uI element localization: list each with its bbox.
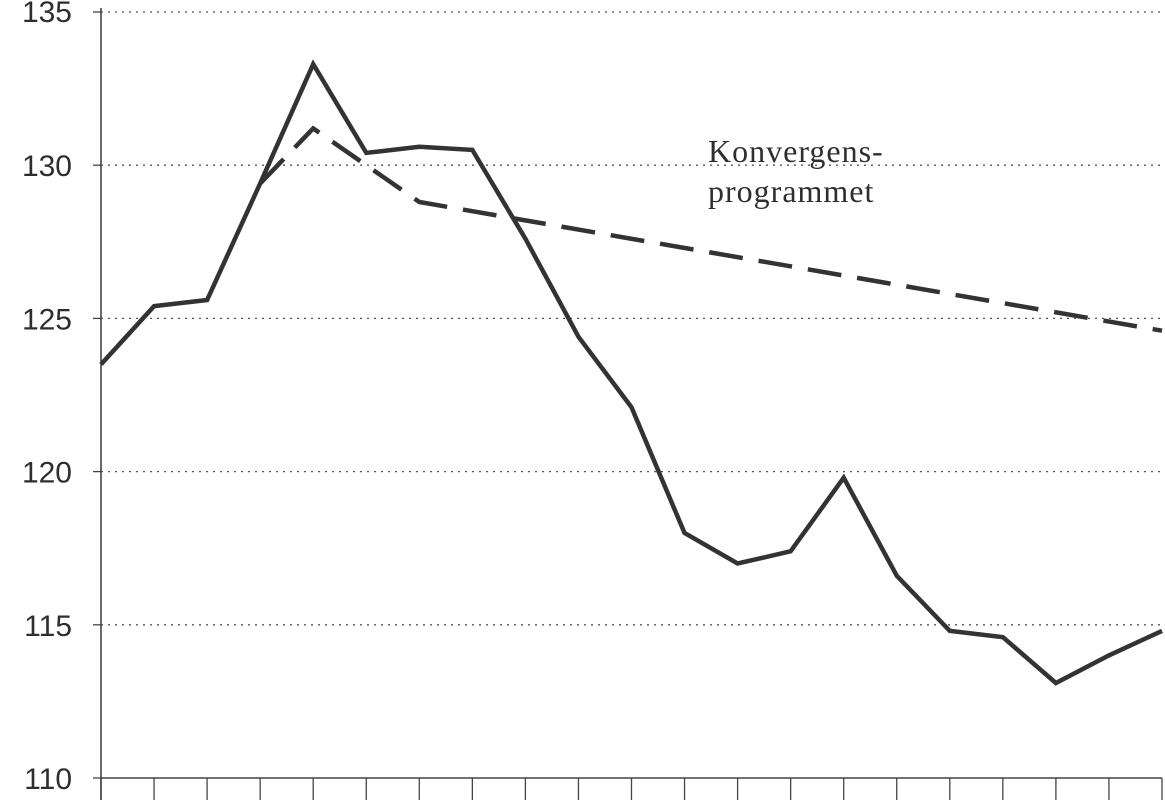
gridlines — [101, 11, 1162, 626]
y-tick-label-110: 110 — [24, 763, 72, 796]
y-tick-label-135: 135 — [22, 0, 72, 29]
annotation-line-2: programmet — [708, 173, 874, 209]
series-lines — [99, 59, 1163, 686]
series-dashed-line — [258, 125, 1163, 333]
axes — [93, 8, 1163, 800]
y-tick-label-125: 125 — [22, 303, 72, 336]
series-solid-line — [99, 59, 1163, 686]
annotation-line-1: Konvergens- — [708, 133, 884, 169]
y-tick-label-130: 130 — [22, 150, 72, 183]
y-tick-label-120: 120 — [22, 457, 72, 490]
y-tick-label-115: 115 — [24, 610, 72, 643]
y-tick-labels: 110 115 120 125 130 135 — [22, 0, 72, 796]
